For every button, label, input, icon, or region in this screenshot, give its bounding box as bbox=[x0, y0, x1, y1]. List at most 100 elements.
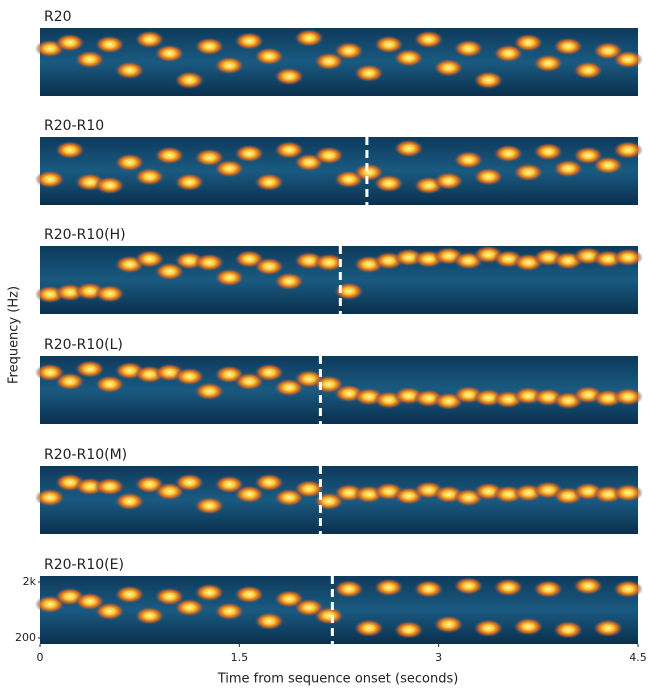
tone bbox=[115, 585, 145, 603]
tone bbox=[454, 151, 484, 169]
tone bbox=[274, 272, 304, 290]
tone bbox=[354, 619, 384, 637]
tone bbox=[214, 56, 244, 74]
tone bbox=[95, 35, 125, 53]
tone bbox=[613, 141, 643, 159]
x-axis-label: Time from sequence onset (seconds) bbox=[217, 672, 459, 687]
tone bbox=[394, 49, 424, 67]
tone bbox=[254, 363, 284, 381]
tone bbox=[493, 578, 523, 596]
tone bbox=[135, 168, 165, 186]
tone bbox=[513, 618, 543, 636]
tone bbox=[135, 30, 165, 48]
tone bbox=[593, 156, 623, 174]
tone bbox=[175, 173, 205, 191]
tone bbox=[194, 37, 224, 55]
tone bbox=[115, 492, 145, 510]
tone bbox=[474, 619, 504, 637]
tone bbox=[175, 368, 205, 386]
tone bbox=[95, 285, 125, 303]
tone bbox=[95, 602, 125, 620]
tone bbox=[434, 615, 464, 633]
y-tick-label: 200 bbox=[15, 631, 36, 644]
tone bbox=[214, 602, 244, 620]
tone bbox=[234, 144, 264, 162]
y-axis-label: Frequency (Hz) bbox=[7, 286, 22, 384]
tone bbox=[234, 585, 264, 603]
tone bbox=[613, 51, 643, 69]
tone bbox=[115, 61, 145, 79]
tone bbox=[135, 607, 165, 625]
tone bbox=[194, 583, 224, 601]
tone bbox=[194, 382, 224, 400]
panel-title: R20-R10(M) bbox=[44, 447, 127, 463]
figure: Frequency (Hz) Time from sequence onset … bbox=[0, 0, 649, 691]
tone bbox=[573, 577, 603, 595]
tone bbox=[533, 54, 563, 72]
panel-title: R20-R10(H) bbox=[44, 227, 126, 243]
x-tick-label: 1.5 bbox=[231, 651, 249, 664]
tone bbox=[75, 51, 105, 69]
panel-title: R20-R10 bbox=[44, 118, 104, 134]
tone bbox=[593, 619, 623, 637]
tone bbox=[513, 34, 543, 52]
tone bbox=[194, 253, 224, 271]
tone bbox=[573, 61, 603, 79]
tone bbox=[214, 269, 244, 287]
tone bbox=[254, 258, 284, 276]
tone bbox=[434, 172, 464, 190]
tone bbox=[254, 47, 284, 65]
tone bbox=[513, 163, 543, 181]
x-tick-label: 3 bbox=[435, 651, 442, 664]
tone bbox=[35, 489, 65, 507]
tone bbox=[414, 580, 444, 598]
x-tick-label: 0 bbox=[37, 651, 44, 664]
panel-title: R20 bbox=[44, 9, 72, 25]
tone bbox=[55, 34, 85, 52]
panel-title: R20-R10(E) bbox=[44, 557, 124, 573]
tone bbox=[394, 621, 424, 639]
tone bbox=[374, 174, 404, 192]
tone bbox=[334, 42, 364, 60]
tone bbox=[533, 143, 563, 161]
tone bbox=[553, 621, 583, 639]
tone bbox=[234, 32, 264, 50]
tone bbox=[155, 146, 185, 164]
tone bbox=[434, 59, 464, 77]
tone bbox=[613, 388, 643, 406]
tone bbox=[474, 71, 504, 89]
tone bbox=[493, 144, 523, 162]
tone bbox=[334, 282, 364, 300]
tone bbox=[374, 35, 404, 53]
tone bbox=[294, 29, 324, 47]
tone bbox=[175, 71, 205, 89]
panel-title: R20-R10(L) bbox=[44, 337, 123, 353]
y-tick-label: 2k bbox=[23, 575, 37, 588]
tone bbox=[254, 612, 284, 630]
tone bbox=[454, 40, 484, 58]
tone bbox=[613, 484, 643, 502]
tone bbox=[55, 141, 85, 159]
tone bbox=[474, 168, 504, 186]
tone bbox=[533, 580, 563, 598]
tone bbox=[95, 375, 125, 393]
tone bbox=[414, 30, 444, 48]
tone bbox=[394, 139, 424, 157]
tone bbox=[314, 146, 344, 164]
tone bbox=[354, 64, 384, 82]
tone bbox=[155, 44, 185, 62]
tone bbox=[334, 580, 364, 598]
tone bbox=[95, 176, 125, 194]
tone bbox=[454, 577, 484, 595]
tone bbox=[175, 473, 205, 491]
tone bbox=[35, 170, 65, 188]
x-tick-label: 4.5 bbox=[629, 651, 647, 664]
tone bbox=[314, 607, 344, 625]
tone bbox=[254, 473, 284, 491]
tone bbox=[194, 497, 224, 515]
tone bbox=[95, 478, 125, 496]
tone bbox=[274, 67, 304, 85]
tone bbox=[75, 360, 105, 378]
tone bbox=[613, 580, 643, 598]
tone bbox=[115, 153, 145, 171]
